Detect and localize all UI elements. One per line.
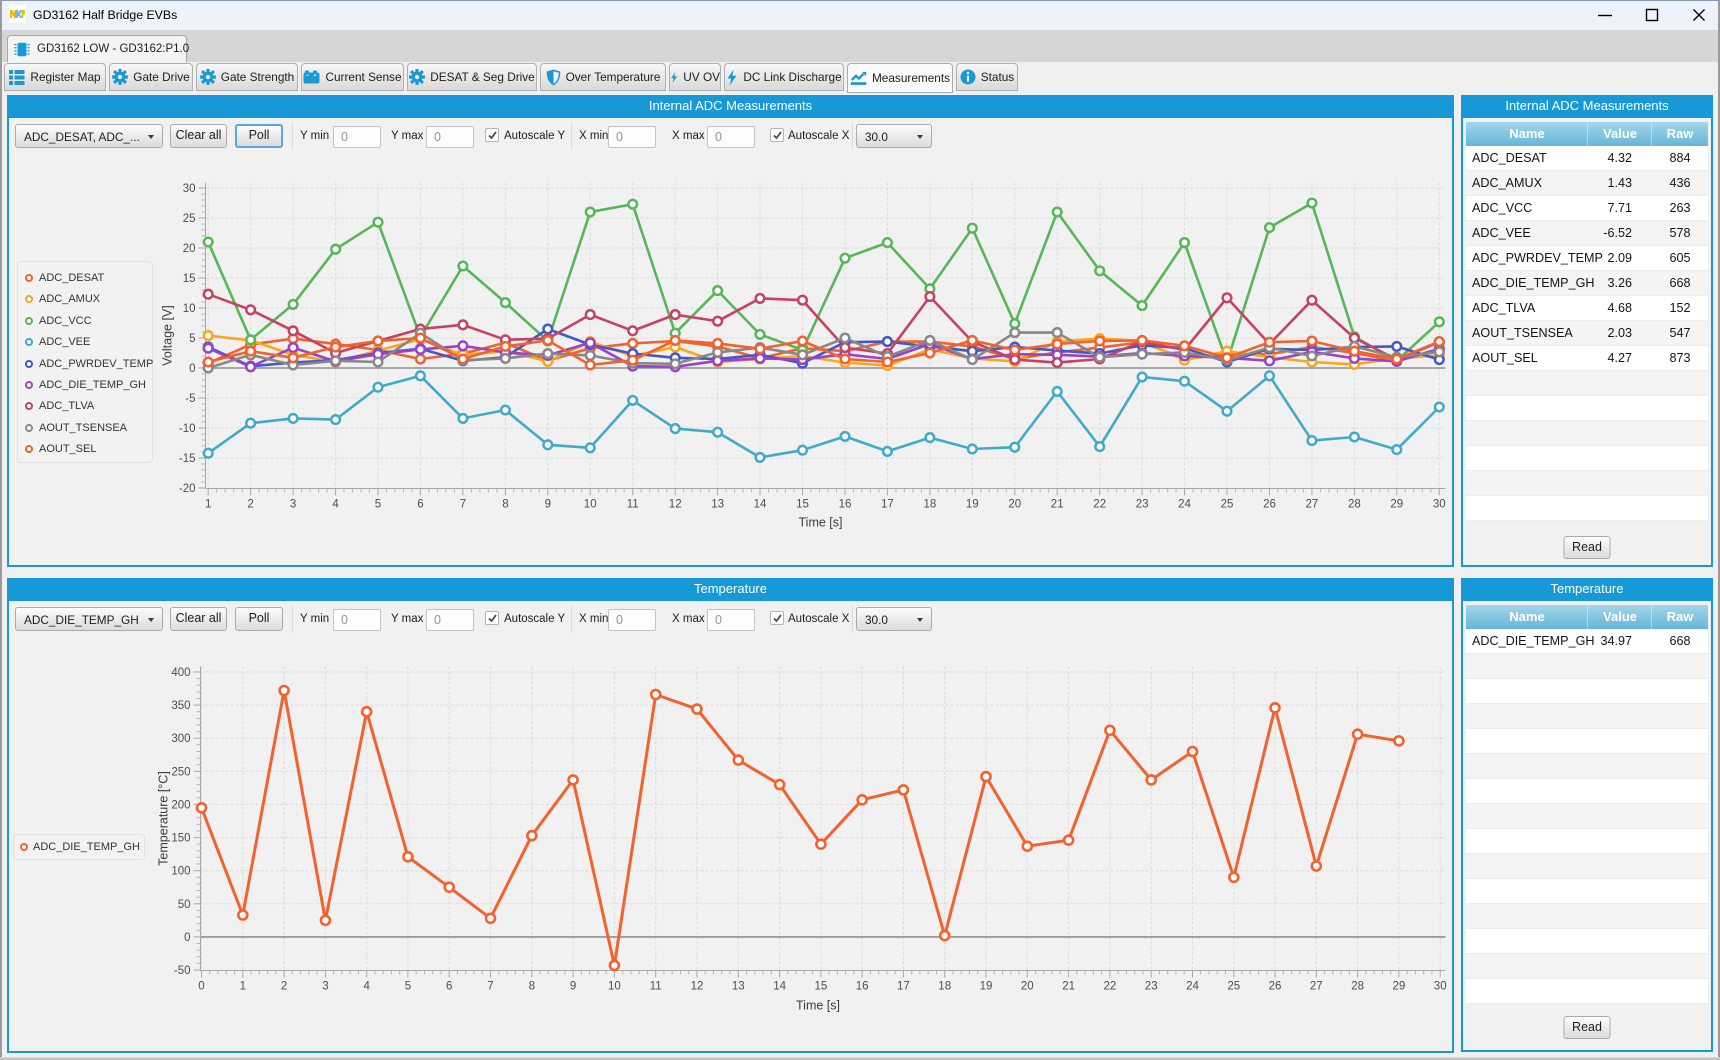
svg-text:1: 1 bbox=[205, 499, 211, 511]
svg-text:0: 0 bbox=[189, 363, 195, 375]
svg-text:3: 3 bbox=[290, 499, 296, 511]
svg-text:30: 30 bbox=[1433, 499, 1446, 511]
svg-text:23: 23 bbox=[1136, 499, 1149, 511]
svg-text:13: 13 bbox=[732, 981, 745, 993]
svg-text:17: 17 bbox=[881, 499, 894, 511]
svg-text:Time [s]: Time [s] bbox=[799, 516, 843, 530]
svg-text:0: 0 bbox=[184, 932, 190, 944]
svg-text:11: 11 bbox=[650, 981, 662, 993]
svg-text:27: 27 bbox=[1310, 981, 1323, 993]
svg-text:16: 16 bbox=[856, 981, 869, 993]
svg-text:15: 15 bbox=[815, 981, 828, 993]
svg-text:19: 19 bbox=[966, 499, 979, 511]
svg-text:250: 250 bbox=[171, 766, 190, 778]
svg-text:-15: -15 bbox=[179, 453, 196, 465]
svg-text:22: 22 bbox=[1093, 499, 1106, 511]
svg-text:15: 15 bbox=[796, 499, 809, 511]
svg-text:20: 20 bbox=[183, 243, 196, 255]
svg-text:18: 18 bbox=[924, 499, 937, 511]
svg-text:9: 9 bbox=[570, 981, 576, 993]
svg-text:7: 7 bbox=[460, 499, 466, 511]
svg-text:-50: -50 bbox=[174, 965, 191, 977]
svg-text:4: 4 bbox=[332, 499, 339, 511]
svg-text:26: 26 bbox=[1269, 981, 1282, 993]
svg-text:18: 18 bbox=[938, 981, 951, 993]
svg-text:0: 0 bbox=[198, 981, 204, 993]
svg-text:12: 12 bbox=[669, 499, 682, 511]
svg-text:150: 150 bbox=[171, 833, 190, 845]
svg-text:28: 28 bbox=[1348, 499, 1361, 511]
svg-text:-5: -5 bbox=[185, 393, 195, 405]
svg-text:10: 10 bbox=[608, 981, 621, 993]
svg-text:25: 25 bbox=[183, 213, 196, 225]
svg-text:14: 14 bbox=[773, 981, 786, 993]
svg-text:21: 21 bbox=[1062, 981, 1075, 993]
svg-text:29: 29 bbox=[1393, 981, 1406, 993]
svg-text:-10: -10 bbox=[179, 423, 196, 435]
svg-text:24: 24 bbox=[1178, 499, 1191, 511]
svg-text:15: 15 bbox=[183, 273, 196, 285]
svg-text:8: 8 bbox=[502, 499, 508, 511]
svg-text:22: 22 bbox=[1104, 981, 1117, 993]
svg-text:13: 13 bbox=[711, 499, 724, 511]
svg-text:5: 5 bbox=[375, 499, 381, 511]
svg-text:25: 25 bbox=[1221, 499, 1234, 511]
svg-text:Voltage [V]: Voltage [V] bbox=[161, 305, 175, 365]
svg-text:2: 2 bbox=[281, 981, 287, 993]
svg-text:21: 21 bbox=[1051, 499, 1064, 511]
svg-text:7: 7 bbox=[487, 981, 493, 993]
svg-text:6: 6 bbox=[417, 499, 423, 511]
svg-text:19: 19 bbox=[980, 981, 993, 993]
svg-text:Temperature [°C]: Temperature [°C] bbox=[157, 771, 171, 866]
svg-text:4: 4 bbox=[363, 981, 370, 993]
svg-text:3: 3 bbox=[322, 981, 328, 993]
svg-text:10: 10 bbox=[584, 499, 597, 511]
svg-text:11: 11 bbox=[627, 499, 639, 511]
svg-text:26: 26 bbox=[1263, 499, 1276, 511]
svg-text:27: 27 bbox=[1306, 499, 1319, 511]
svg-text:23: 23 bbox=[1145, 981, 1158, 993]
svg-text:350: 350 bbox=[171, 700, 190, 712]
svg-text:-20: -20 bbox=[179, 483, 196, 495]
svg-text:8: 8 bbox=[529, 981, 535, 993]
svg-text:6: 6 bbox=[446, 981, 452, 993]
svg-text:29: 29 bbox=[1390, 499, 1403, 511]
svg-text:17: 17 bbox=[897, 981, 910, 993]
svg-text:Time [s]: Time [s] bbox=[796, 999, 840, 1013]
svg-text:400: 400 bbox=[171, 667, 190, 679]
svg-text:9: 9 bbox=[545, 499, 551, 511]
svg-text:16: 16 bbox=[839, 499, 852, 511]
svg-text:200: 200 bbox=[171, 799, 190, 811]
svg-text:30: 30 bbox=[183, 183, 196, 195]
svg-text:10: 10 bbox=[183, 303, 196, 315]
svg-text:2: 2 bbox=[247, 499, 253, 511]
svg-text:20: 20 bbox=[1021, 981, 1034, 993]
svg-text:28: 28 bbox=[1351, 981, 1364, 993]
svg-text:1: 1 bbox=[240, 981, 246, 993]
svg-text:300: 300 bbox=[171, 733, 190, 745]
svg-text:5: 5 bbox=[189, 333, 195, 345]
svg-text:24: 24 bbox=[1186, 981, 1199, 993]
svg-text:20: 20 bbox=[1008, 499, 1021, 511]
svg-text:30: 30 bbox=[1434, 981, 1447, 993]
svg-text:25: 25 bbox=[1227, 981, 1240, 993]
svg-text:14: 14 bbox=[754, 499, 767, 511]
svg-text:12: 12 bbox=[691, 981, 704, 993]
svg-text:50: 50 bbox=[178, 899, 191, 911]
svg-text:100: 100 bbox=[171, 866, 190, 878]
svg-text:5: 5 bbox=[405, 981, 411, 993]
